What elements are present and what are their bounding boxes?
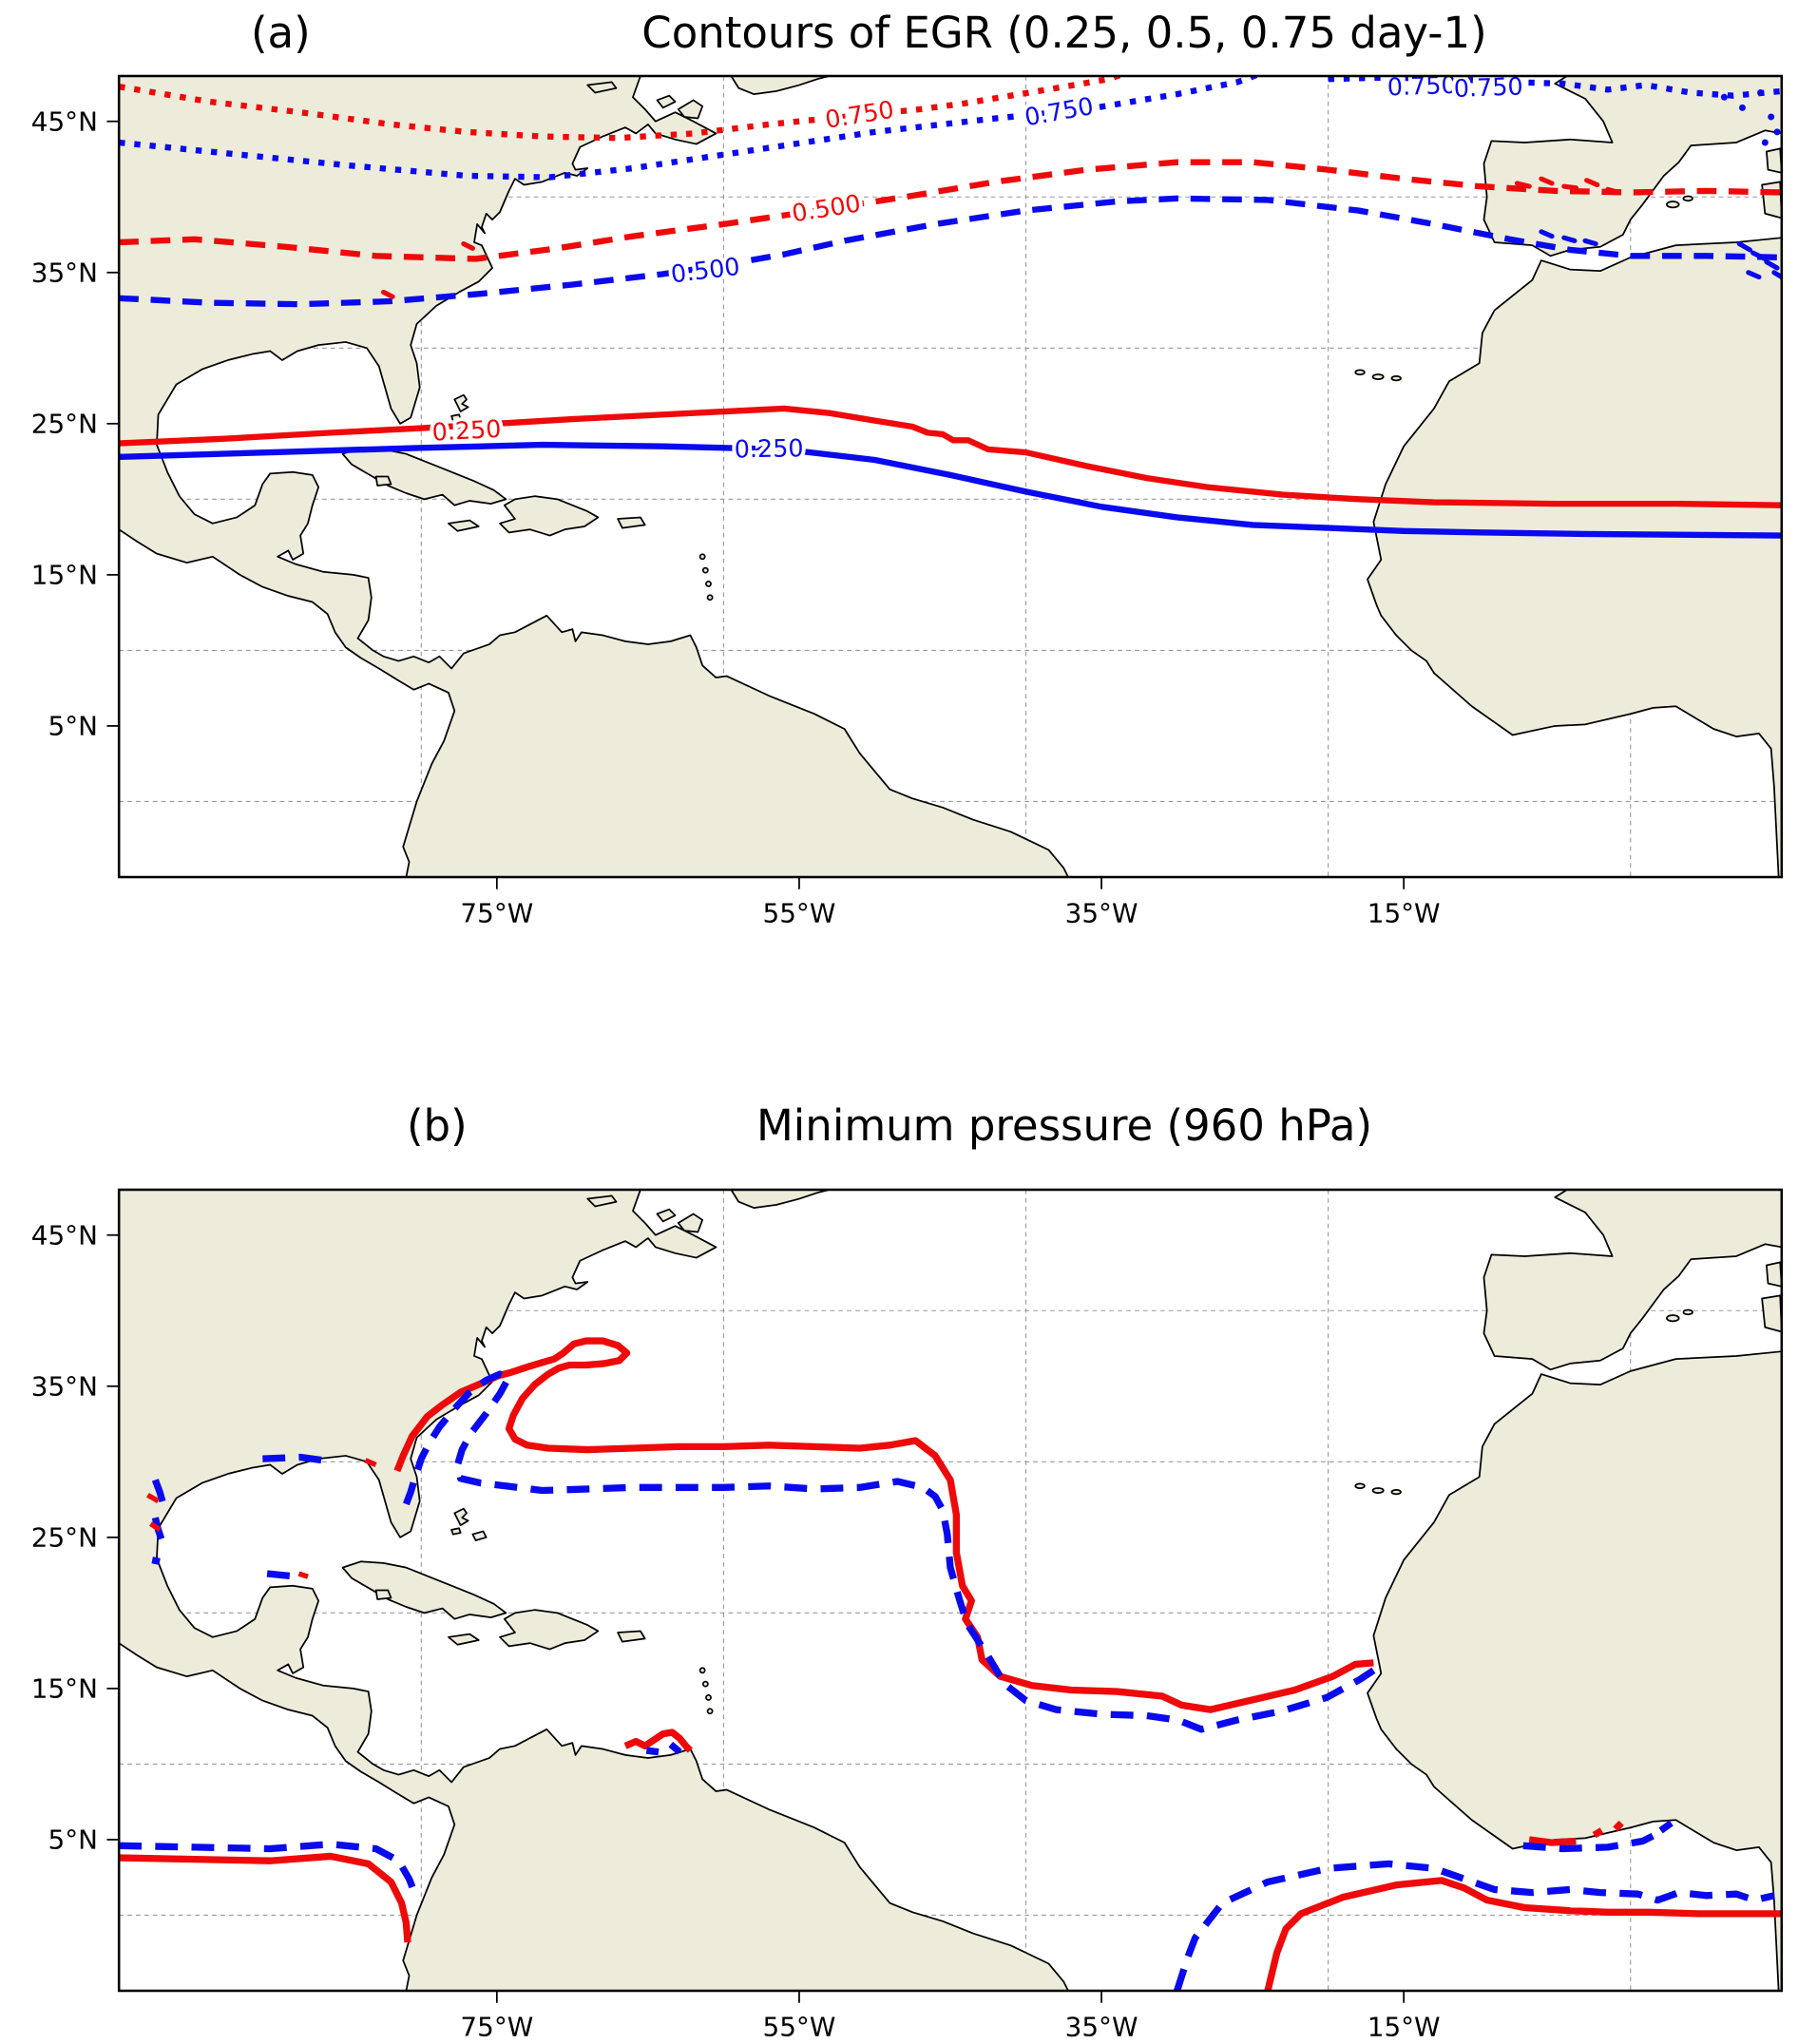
contour-red-venezuela (623, 1729, 694, 1753)
axes-frame-b (117, 1188, 1784, 1993)
panel-b-letter: (b) (407, 1100, 468, 1151)
map-b: 45°N 35°N 25°N 15°N 5°N 75°W 55°W 35°W 1… (31, 1188, 1784, 2043)
ytick-label: 5°N (48, 1824, 97, 1855)
contour-red-equator-west (119, 1852, 411, 1943)
contour-red-main (393, 1337, 1374, 1713)
contour-blue-solid-025 (119, 441, 1782, 539)
contour-labels-a: 0.750 0.750 0.500 0.500 0.250 0.250 0.75… (428, 70, 1527, 467)
ytick-label: 35°N (31, 1370, 98, 1402)
panel-a-letter: (a) (251, 8, 311, 58)
axes-frame-a (117, 74, 1784, 879)
contour-noise-a (380, 88, 1782, 299)
xtick-label: 75°W (460, 898, 533, 929)
map-a: 0.750 0.750 0.500 0.500 0.250 0.250 0.75… (31, 74, 1784, 929)
contour-blue-guinea (1522, 1820, 1674, 1853)
xtick-label: 75°W (460, 2012, 533, 2043)
contours-b (119, 1337, 1782, 1991)
xtick-label: 55°W (763, 2012, 836, 2043)
contour-label: 0.250 (431, 414, 502, 447)
contour-blue-venezuela (645, 1741, 682, 1756)
ytick-label: 35°N (31, 257, 98, 288)
ytick-label: 5°N (48, 710, 97, 741)
ytick-label: 15°N (31, 559, 98, 590)
contour-blue-dashed-050 (119, 195, 1782, 308)
contour-label: 0.750 (1387, 70, 1457, 102)
contours-a (119, 76, 1782, 539)
contour-label: 0.500 (669, 252, 741, 289)
ytick-label: 45°N (31, 1219, 98, 1251)
xtick-label: 55°W (763, 898, 836, 929)
ytick-label: 25°N (31, 1521, 98, 1553)
xtick-label: 15°W (1368, 2012, 1441, 2043)
axis-bottom-a: 75°W 55°W 35°W 15°W (460, 877, 1441, 929)
contour-blue-dotted-075 (119, 76, 1264, 181)
contour-label: 0.500 (790, 188, 863, 227)
contour-red-gulf-ticks (146, 1458, 377, 1579)
xtick-label: 35°W (1065, 898, 1138, 929)
contour-blue-equator-east (1174, 1860, 1775, 1991)
contour-red-dashed-050 (119, 159, 1782, 262)
contour-red-dotted-075 (119, 76, 1127, 142)
xtick-label: 35°W (1065, 2012, 1138, 2043)
contour-label: 0.750 (823, 95, 896, 134)
contour-red-guinea (1528, 1820, 1624, 1846)
xtick-label: 15°W (1368, 898, 1441, 929)
contour-blue-equator-west (119, 1841, 420, 1901)
ytick-label: 25°N (31, 408, 98, 439)
contour-red-solid-025 (119, 405, 1782, 508)
axis-left-a: 45°N 35°N 25°N 15°N 5°N (31, 105, 120, 741)
axis-bottom-b: 75°W 55°W 35°W 15°W (460, 1991, 1441, 2043)
panel-a-title: Contours of EGR (0.25, 0.5, 0.75 day-1) (641, 8, 1487, 58)
ytick-label: 15°N (31, 1672, 98, 1704)
contour-label: 0.750 (1023, 91, 1096, 131)
contour-red-equator-east (1264, 1877, 1782, 1991)
panel-b-title: Minimum pressure (960 hPa) (756, 1100, 1373, 1151)
contour-label: 0.250 (734, 433, 803, 463)
axis-left-b: 45°N 35°N 25°N 15°N 5°N (31, 1219, 120, 1855)
contour-blue-main (402, 1370, 1376, 1733)
ytick-label: 45°N (31, 105, 98, 137)
